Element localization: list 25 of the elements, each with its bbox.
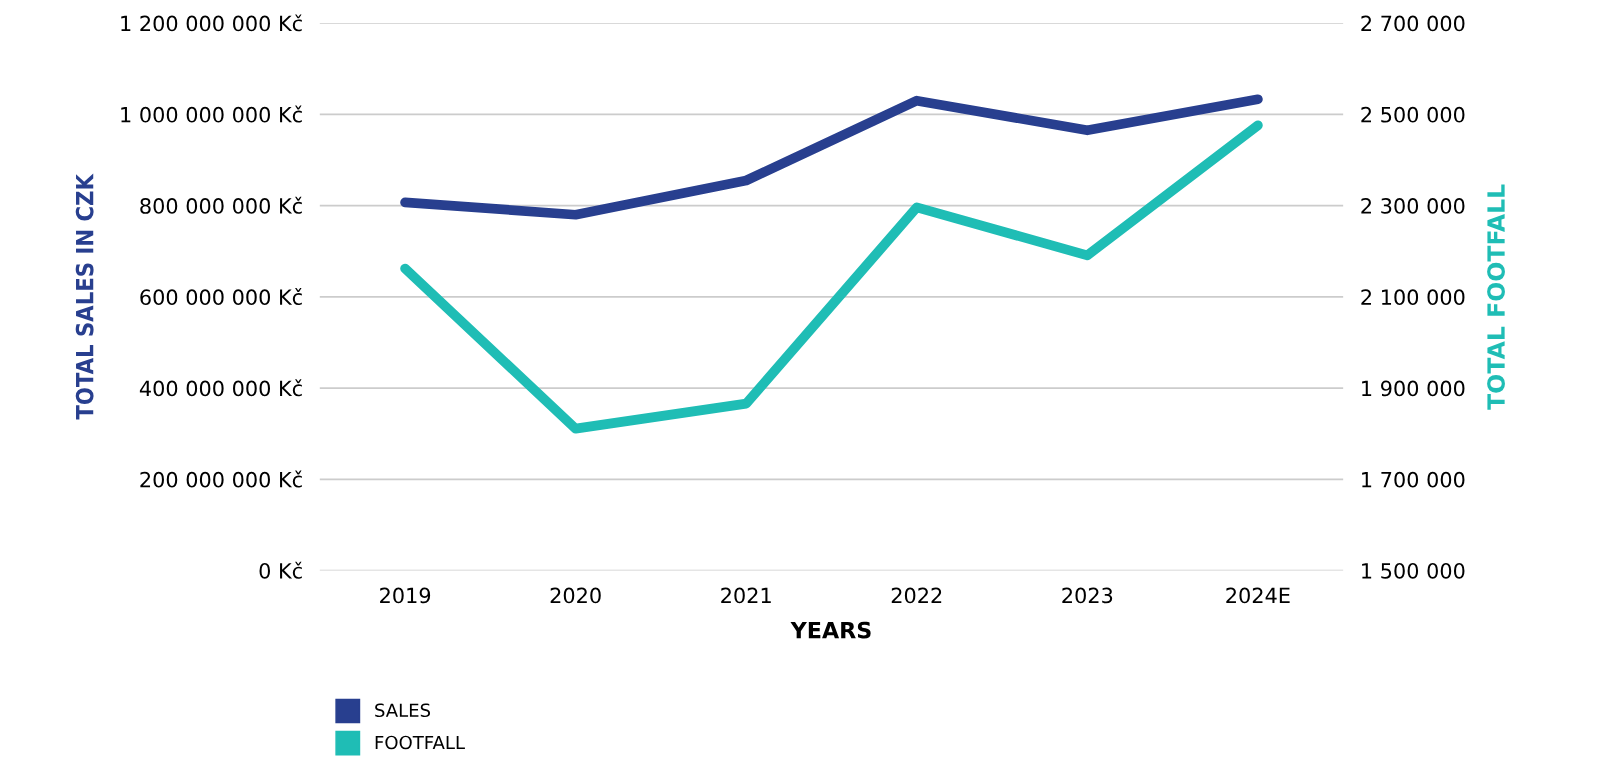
- x-tick-label: 2021: [721, 587, 771, 604]
- y2-tick-label: 2 300 000: [1361, 198, 1465, 214]
- x-tick-label: 2019: [380, 587, 431, 604]
- x-tick-label: 2020: [550, 587, 601, 604]
- y-axis-title: TOTAL SALES IN CZK: [75, 173, 94, 420]
- y-tick-label: 200 000 000 Kč: [140, 470, 302, 488]
- y2-tick-label: 2 500 000: [1361, 106, 1465, 123]
- y-tick-label: 1 000 000 000 Kč: [121, 105, 302, 123]
- y-tick-label: 400 000 000 Kč: [139, 379, 302, 397]
- y2-tick-label: 2 100 000: [1361, 289, 1465, 306]
- legend-label: FOOTFALL: [375, 735, 465, 750]
- y2-tick-label: 2 700 000: [1361, 15, 1465, 32]
- x-tick-label: 2022: [891, 587, 942, 604]
- x-tick-label: 2024E: [1226, 587, 1290, 604]
- y2-axis-title: TOTAL FOOTFALL: [1487, 184, 1505, 410]
- y-tick-label: 800 000 000 Kč: [140, 196, 302, 214]
- y-tick-label: 600 000 000 Kč: [140, 288, 302, 306]
- y2-tick-label: 1 900 000: [1362, 380, 1465, 397]
- y2-tick-label: 1 700 000: [1362, 471, 1465, 488]
- y-tick-label: 0 Kč: [259, 561, 302, 579]
- y-tick-label: 1 200 000 000 Kč: [121, 14, 302, 32]
- legend-label: SALES: [375, 703, 431, 718]
- x-axis-title: YEARS: [790, 621, 871, 639]
- y2-tick-label: 1 500 000: [1362, 562, 1465, 579]
- x-tick-label: 2023: [1062, 587, 1113, 604]
